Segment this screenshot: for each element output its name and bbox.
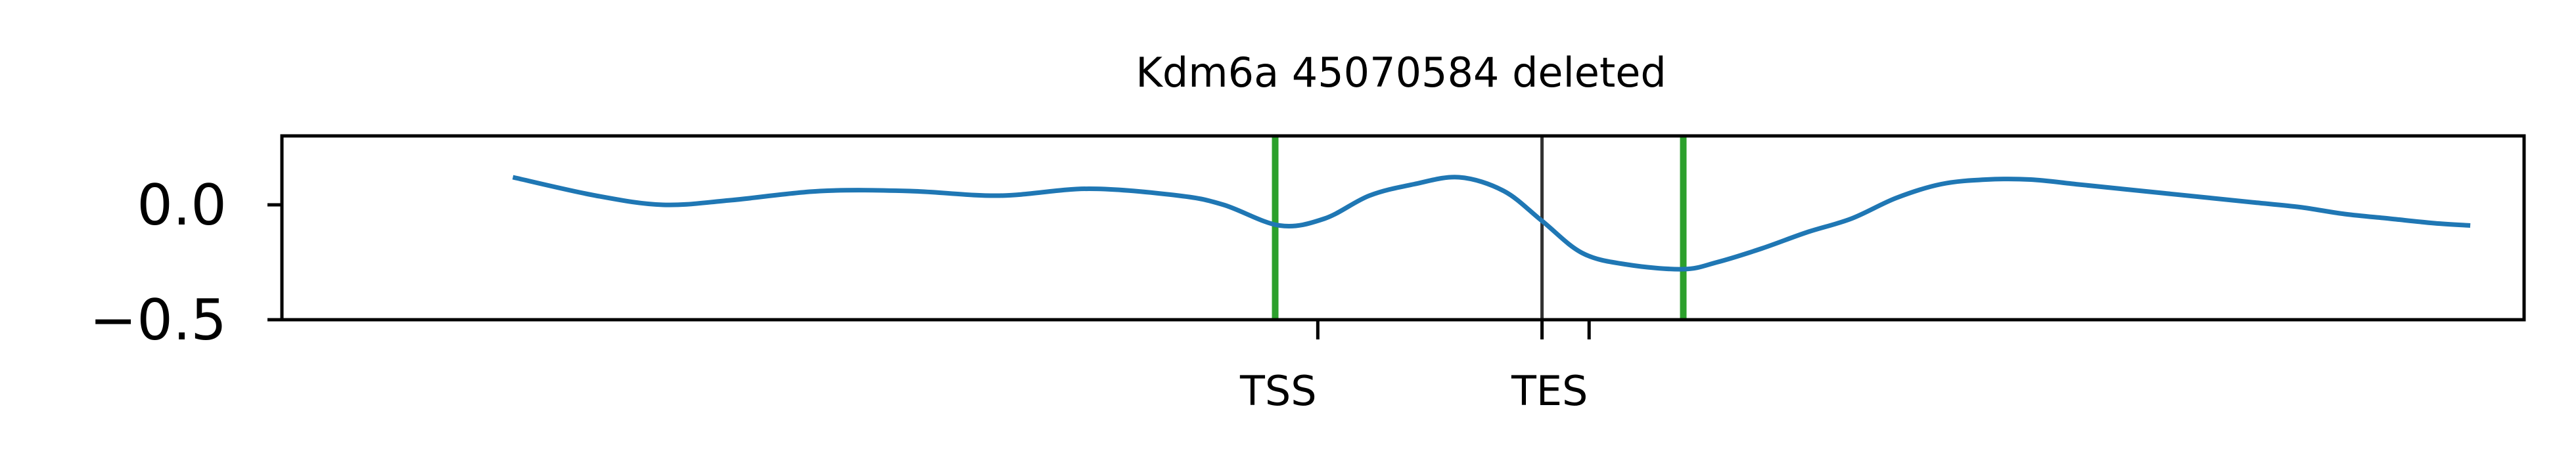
axes: 0.0 −0.5 TSS TES <box>89 173 1591 415</box>
y-tick-label-1: −0.5 <box>89 288 227 353</box>
series-line-0 <box>512 175 2471 272</box>
chart-title: Kdm6a 45070584 deleted <box>1136 49 1667 97</box>
plot-area <box>512 136 2471 320</box>
plot-frame <box>280 134 2526 322</box>
x-tick-label-0: TSS <box>1239 367 1317 415</box>
x-tick-label-2: TES <box>1511 367 1588 415</box>
y-tick-label-0: 0.0 <box>137 173 227 238</box>
